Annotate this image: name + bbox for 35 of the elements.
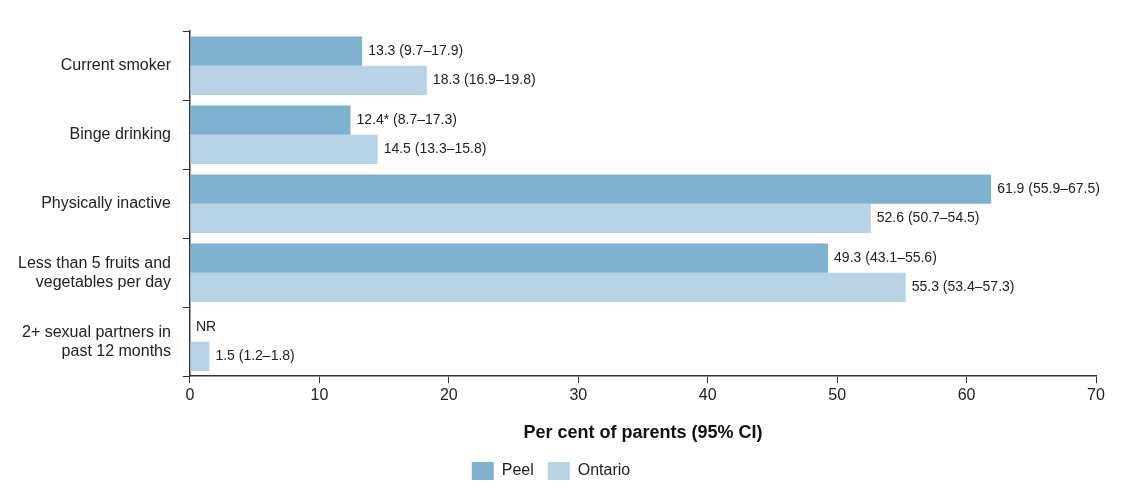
bar bbox=[190, 134, 378, 165]
legend-label: Peel bbox=[501, 461, 534, 479]
bar bbox=[190, 203, 871, 234]
bar bbox=[190, 243, 829, 273]
x-tick-label: 40 bbox=[698, 386, 717, 404]
data-label: 12.4* (8.7–17.3) bbox=[356, 110, 457, 127]
x-axis-title: Per cent of parents (95% CI) bbox=[523, 422, 763, 443]
bar bbox=[190, 272, 906, 303]
y-tick-label: Binge drinking bbox=[69, 125, 171, 143]
x-tick-label: 30 bbox=[569, 386, 588, 404]
y-tick-label: 2+ sexual partners in past 12 months bbox=[22, 322, 171, 359]
y-tick-label: Current smoker bbox=[60, 56, 172, 74]
bar bbox=[190, 341, 210, 372]
bar bbox=[190, 174, 992, 204]
legend-label: Ontario bbox=[577, 461, 631, 479]
data-label: 18.3 (16.9–19.8) bbox=[432, 71, 536, 88]
x-tick-label: 50 bbox=[828, 386, 847, 404]
x-tick-label: 60 bbox=[957, 386, 976, 404]
data-label: 1.5 (1.2–1.8) bbox=[215, 347, 295, 364]
bar bbox=[190, 105, 351, 135]
bar bbox=[190, 65, 427, 96]
x-tick-label: 70 bbox=[1087, 386, 1105, 404]
data-label: 52.6 (50.7–54.5) bbox=[876, 209, 980, 226]
data-label: 61.9 (55.9–67.5) bbox=[997, 179, 1100, 196]
x-tick-label: 0 bbox=[185, 386, 195, 404]
x-tick-label: 10 bbox=[310, 386, 329, 404]
x-tick-label: 20 bbox=[439, 386, 458, 404]
y-tick-label: Less than 5 fruits and vegetables per day bbox=[18, 253, 171, 290]
text: NR bbox=[195, 317, 217, 334]
data-label: 13.3 (9.7–17.9) bbox=[368, 41, 464, 58]
data-label: 49.3 (43.1–55.6) bbox=[834, 248, 937, 265]
data-label: 14.5 (13.3–15.8) bbox=[383, 140, 487, 157]
data-label: 55.3 (53.4–57.3) bbox=[911, 278, 1015, 295]
y-tick-label: Physically inactive bbox=[41, 194, 172, 212]
bar bbox=[190, 36, 363, 66]
